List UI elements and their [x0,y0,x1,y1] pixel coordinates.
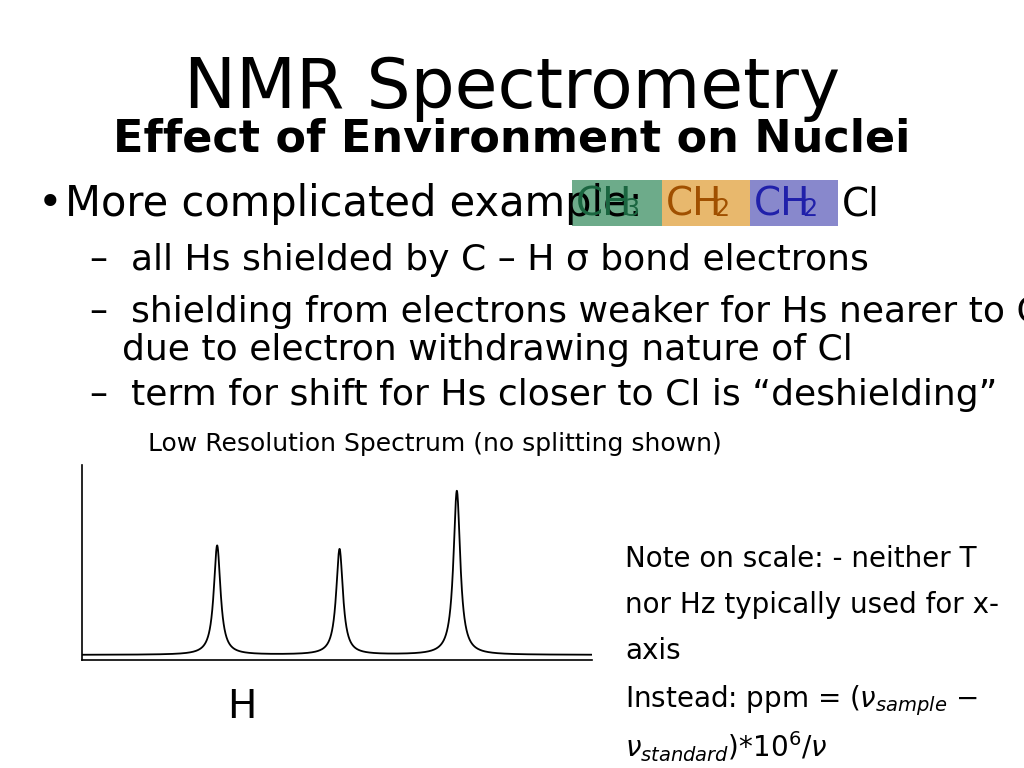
Text: nor Hz typically used for x-: nor Hz typically used for x- [625,591,999,619]
Bar [662,180,750,226]
Text: More complicated example:: More complicated example: [65,183,643,225]
Bar [750,180,838,226]
Text: Instead: ppm = ($\nu_{sample}$ $-$: Instead: ppm = ($\nu_{sample}$ $-$ [625,683,978,717]
Text: $\nu_{standard}$)*10$^6$/$\nu$: $\nu_{standard}$)*10$^6$/$\nu$ [625,729,827,763]
Text: 2: 2 [802,197,817,221]
Text: H: H [227,688,257,726]
Text: CH: CH [754,185,811,223]
Text: Note on scale: - neither T: Note on scale: - neither T [625,545,977,573]
Text: •: • [38,183,62,225]
Text: Low Resolution Spectrum (no splitting shown): Low Resolution Spectrum (no splitting sh… [148,432,722,456]
Text: 3: 3 [624,197,639,221]
Text: CH: CH [666,185,723,223]
Bar [572,180,662,226]
Text: 2: 2 [714,197,729,221]
Text: axis: axis [625,637,681,665]
Text: –  shielding from electrons weaker for Hs nearer to Cl: – shielding from electrons weaker for Hs… [90,295,1024,329]
Text: Cl: Cl [842,185,880,223]
Text: –  term for shift for Hs closer to Cl is “deshielding”: – term for shift for Hs closer to Cl is … [90,378,997,412]
Text: –  all Hs shielded by C – H σ bond electrons: – all Hs shielded by C – H σ bond electr… [90,243,869,277]
Text: due to electron withdrawing nature of Cl: due to electron withdrawing nature of Cl [122,333,853,367]
Text: CH: CH [575,185,633,223]
Text: Effect of Environment on Nuclei: Effect of Environment on Nuclei [114,118,910,161]
Text: NMR Spectrometry: NMR Spectrometry [184,55,840,122]
